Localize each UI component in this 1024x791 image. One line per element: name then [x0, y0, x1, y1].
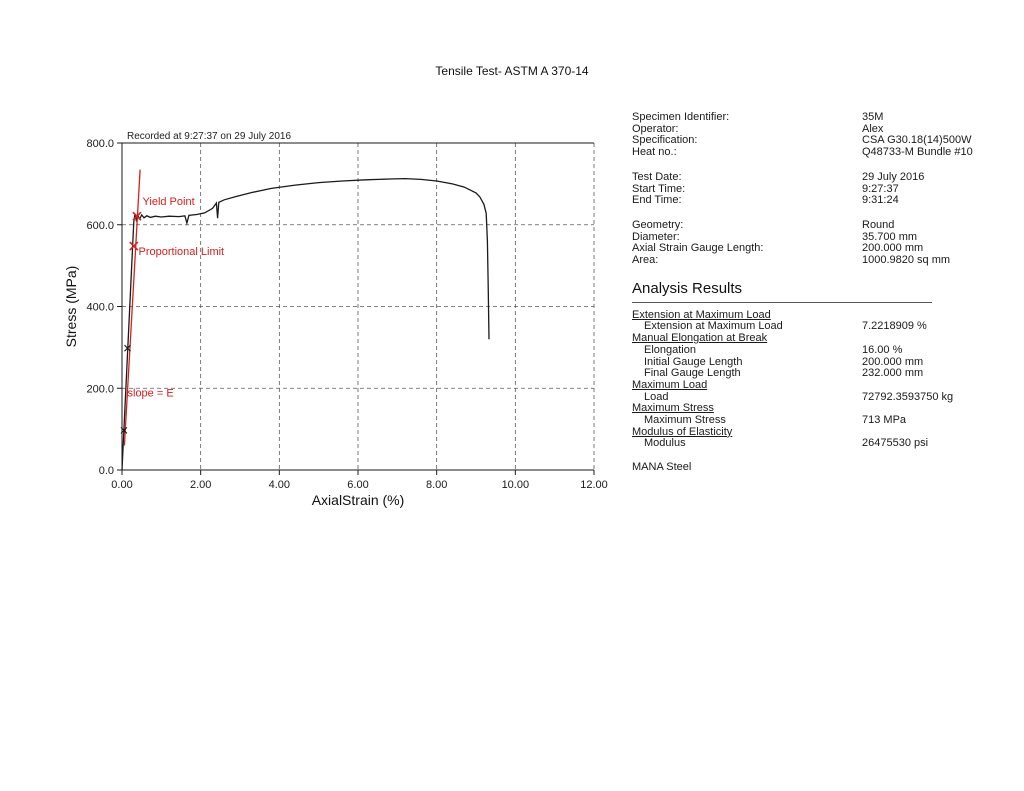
- x-tick-label: 8.00: [426, 479, 447, 491]
- data-row: Test Date: 29 July 2016: [632, 170, 932, 184]
- data-row: Heat no.: Q48733-M Bundle #10: [632, 146, 973, 159]
- specimen-field-value: 35.700 mm: [862, 230, 918, 243]
- analysis-field-label: Maximum Stress: [644, 414, 726, 427]
- specimen-field-value: 29 July 2016: [862, 170, 925, 183]
- specimen-field-label: Heat no.:: [632, 146, 677, 159]
- data-row: Geometry: Round: [632, 218, 932, 232]
- analysis-group: Extension at Maximum Load Extension at Ma…: [632, 308, 932, 333]
- analysis-group: Modulus of Elasticity Modulus 26475530 psi: [632, 425, 932, 450]
- data-row: Area: 1000.9820 sq mm: [632, 254, 950, 267]
- specimen-field-label: End Time:: [632, 194, 682, 207]
- chart-annotation: Yield Point: [142, 196, 194, 208]
- analysis-group-header: Modulus of Elasticity: [632, 425, 733, 438]
- specimen-field-label: Specification:: [632, 134, 698, 147]
- specimen-field-value: 9:27:37: [862, 182, 899, 195]
- elastic-point-300-marker: [124, 344, 131, 352]
- analysis-field-label: Modulus: [644, 437, 686, 450]
- chart-annotation: slope = E: [128, 387, 174, 399]
- specimen-field-value: CSA G30.18(14)500W: [862, 134, 972, 147]
- specimen-field-label: Area:: [632, 254, 659, 267]
- specimen-info: Specimen Identifier: 35M Operator: Alex Spec…: [632, 111, 973, 267]
- elastic-point-100-marker: [120, 426, 128, 434]
- x-tick-label: 6.00: [347, 479, 368, 491]
- data-row: Operator: Alex: [632, 122, 932, 136]
- analysis-group-header: Maximum Load: [632, 378, 708, 391]
- specimen-group: Test Date: 29 July 2016 Start Time: 9:27:37…: [632, 170, 932, 207]
- analysis-field-value: 72792.3593750 kg: [862, 390, 954, 403]
- data-row: Modulus 26475530 psi: [632, 438, 932, 450]
- specimen-field-value: 9:31:24: [862, 194, 899, 207]
- specimen-field-value: 200.000 mm: [862, 242, 924, 255]
- stress-strain-curve: [121, 177, 490, 471]
- data-row: Maximum Stress 713 MPa: [632, 414, 932, 427]
- specimen-field-value: Round: [862, 218, 895, 231]
- analysis-field-value: 7.2218909 %: [862, 320, 927, 333]
- specimen-field-label: Geometry:: [632, 218, 684, 231]
- specimen-field-value: Q48733-M Bundle #10: [862, 146, 973, 159]
- data-row: Start Time: 9:27:37: [632, 182, 932, 196]
- specimen-field-value: 35M: [862, 111, 884, 123]
- analysis-heading: Analysis Results: [632, 280, 932, 303]
- specimen-field-label: Operator:: [632, 122, 679, 135]
- data-row: Elongation 16.00 %: [632, 343, 932, 357]
- modulus-line: [123, 169, 141, 446]
- y-axis-label: Stress (MPa): [63, 266, 79, 348]
- stress-strain-plot: 0.00 2.00 4.00 6.00 8.00 10.00 12.00 0.0 200.0 40…: [63, 131, 608, 508]
- x-axis-label: AxialStrain (%): [312, 492, 405, 508]
- yield-point-marker: [132, 211, 142, 221]
- data-row: Extension at Maximum Load 7.2218909 %: [632, 321, 932, 333]
- analysis-group-header: Extension at Maximum Load: [632, 308, 771, 321]
- x-tick-label: 12.00: [580, 479, 608, 491]
- analysis-field-value: 16.00 %: [862, 343, 903, 356]
- specimen-field-value: Alex: [862, 122, 884, 135]
- analysis-group: Manual Elongation at Break Elongation 16.0…: [632, 332, 932, 380]
- data-row: Specification: CSA G30.18(14)500W: [632, 134, 971, 147]
- analysis-field-label: Load: [644, 390, 669, 403]
- specimen-field-label: Start Time:: [632, 182, 686, 195]
- chart-annotation: Proportional Limit: [139, 246, 225, 258]
- proportional-limit-marker: [129, 241, 139, 251]
- specimen-field-value: 1000.9820 sq mm: [862, 254, 951, 267]
- y-tick-label: 200.0: [86, 383, 114, 395]
- data-row: End Time: 9:31:24: [632, 194, 932, 207]
- recorded-note: Recorded at 9:27:37 on 29 July 2016: [127, 131, 291, 142]
- y-tick-label: 400.0: [86, 302, 114, 314]
- data-row: Diameter: 35.700 mm: [632, 230, 932, 244]
- analysis-field-value: 232.000 mm: [862, 367, 924, 380]
- y-tick-label: 0.0: [99, 465, 114, 477]
- results-panel: Specimen Identifier: 35M Operator: Alex Spec…: [632, 111, 973, 474]
- specimen-field-label: Axial Strain Gauge Length:: [632, 242, 764, 255]
- analysis-field-label: Final Gauge Length: [644, 367, 741, 380]
- specimen-field-label: Specimen Identifier:: [632, 111, 730, 123]
- x-tick-label: 4.00: [269, 479, 290, 491]
- analysis-group-header: Maximum Stress: [632, 402, 714, 415]
- analysis-field-value: 200.000 mm: [862, 355, 924, 368]
- report-title: Tensile Test- ASTM A 370-14: [435, 64, 589, 78]
- x-tick-label: 10.00: [502, 479, 530, 491]
- analysis-group: Maximum Stress Maximum Stress 713 MPa: [632, 403, 932, 426]
- specimen-field-label: Test Date:: [632, 170, 682, 183]
- analysis-results: Extension at Maximum Load Extension at Ma…: [632, 308, 953, 450]
- y-tick-label: 600.0: [86, 220, 114, 232]
- analysis-field-label: Elongation: [644, 343, 696, 356]
- data-row: Final Gauge Length 232.000 mm: [632, 367, 932, 380]
- data-row: Load 72792.3593750 kg: [632, 390, 953, 404]
- x-tick-label: 0.00: [111, 479, 132, 491]
- specimen-group: Specimen Identifier: 35M Operator: Alex Spec…: [632, 111, 973, 159]
- analysis-field-label: Initial Gauge Length: [644, 355, 743, 368]
- data-row: Specimen Identifier: 35M: [632, 111, 932, 124]
- specimen-field-label: Diameter:: [632, 230, 680, 243]
- data-row: Axial Strain Gauge Length: 200.000 mm: [632, 242, 932, 255]
- y-tick-label: 800.0: [86, 138, 114, 150]
- specimen-group: Geometry: Round Diameter: 35.700 mm Axial St…: [632, 218, 950, 267]
- analysis-group-header: Manual Elongation at Break: [632, 332, 768, 345]
- data-row: Initial Gauge Length 200.000 mm: [632, 355, 932, 369]
- footer-note: MANA Steel: [632, 461, 692, 474]
- analysis-field-label: Extension at Maximum Load: [644, 320, 783, 333]
- analysis-field-value: 26475530 psi: [862, 437, 929, 450]
- analysis-field-value: 713 MPa: [862, 414, 907, 427]
- analysis-group: Maximum Load Load 72792.3593750 kg: [632, 378, 953, 404]
- x-tick-label: 2.00: [190, 479, 211, 491]
